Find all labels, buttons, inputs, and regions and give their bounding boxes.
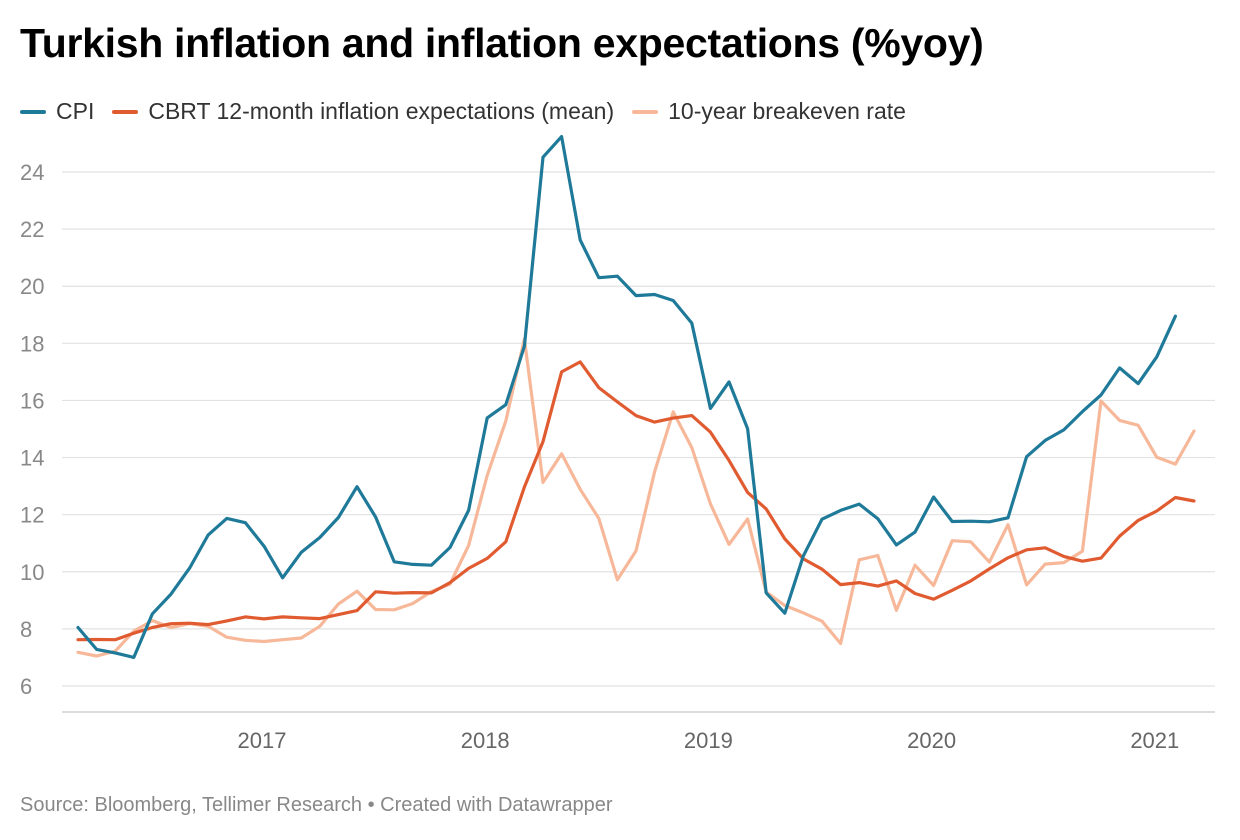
y-tick-label-14: 14	[20, 446, 44, 471]
legend-swatch-breakeven	[632, 109, 659, 114]
legend-item-cpi: CPI	[20, 98, 94, 125]
y-tick-label-8: 8	[20, 617, 32, 642]
legend-item-breakeven: 10-year breakeven rate	[632, 98, 906, 125]
y-tick-label-10: 10	[20, 560, 44, 585]
y-tick-label-12: 12	[20, 503, 44, 528]
source-note: Source: Bloomberg, Tellimer Research	[20, 794, 363, 816]
x-tick-label-2021: 2021	[1130, 728, 1179, 753]
x-tick-label-2020: 2020	[907, 728, 956, 753]
y-tick-label-6: 6	[20, 674, 32, 699]
y-tick-label-16: 16	[20, 388, 44, 413]
chart-title: Turkish inflation and inflation expectat…	[20, 20, 984, 66]
y-tick-label-22: 22	[20, 217, 44, 242]
x-tick-label-2019: 2019	[684, 728, 733, 753]
legend-label-breakeven: 10-year breakeven rate	[668, 98, 906, 124]
x-tick-label-2017: 2017	[238, 728, 287, 753]
series-line-cbrt-expectations	[76, 360, 1196, 642]
footer-separator: •	[362, 794, 381, 816]
series-line-breakeven	[76, 337, 1196, 658]
y-tick-label-18: 18	[20, 331, 44, 356]
legend-label-cbrt-expectations: CBRT 12-month inflation expectations (me…	[148, 98, 615, 124]
legend-item-cbrt-expectations: CBRT 12-month inflation expectations (me…	[112, 98, 614, 125]
legend-label-cpi: CPI	[56, 98, 95, 124]
y-tick-label-20: 20	[20, 274, 44, 299]
footer: Source: Bloomberg, Tellimer Research • C…	[20, 794, 612, 817]
legend: CPI CBRT 12-month inflation expectations…	[20, 98, 924, 125]
series-line-cpi	[76, 135, 1178, 660]
legend-swatch-cpi	[20, 109, 46, 114]
x-tick-label-2018: 2018	[461, 728, 510, 753]
y-tick-label-24: 24	[20, 160, 44, 185]
credit-note: Created with Datawrapper	[380, 794, 613, 816]
legend-swatch-cbrt-expectations	[112, 109, 139, 114]
